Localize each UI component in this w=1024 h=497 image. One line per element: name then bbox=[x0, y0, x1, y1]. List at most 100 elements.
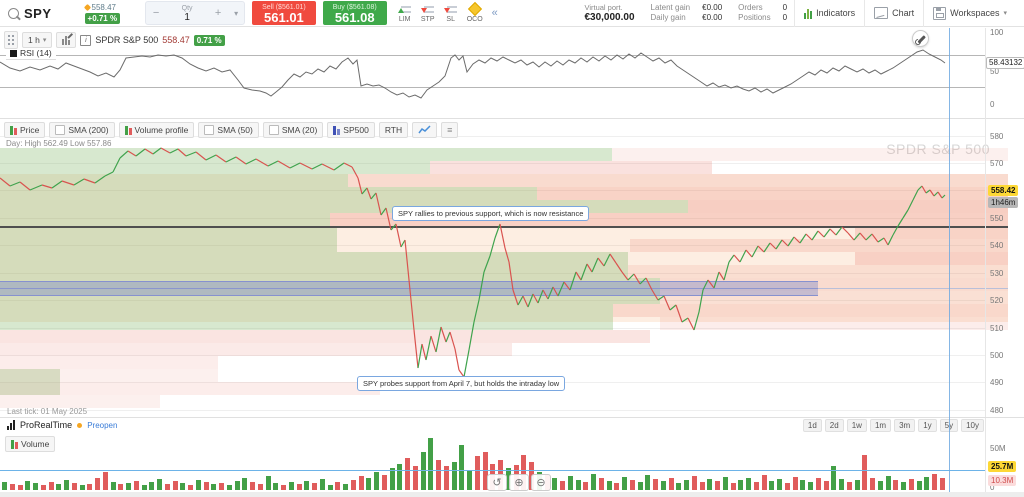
volume-bar bbox=[885, 476, 891, 490]
legend-item-sp500[interactable]: SP500 bbox=[327, 122, 375, 138]
volume-bar bbox=[296, 484, 302, 490]
collapse-panel-button[interactable]: « bbox=[491, 7, 498, 19]
order-type-stp[interactable]: STP bbox=[420, 5, 435, 23]
order-type-lim[interactable]: LIM bbox=[397, 5, 412, 23]
buy-button[interactable]: Buy ($561.08) 561.08 bbox=[322, 1, 387, 25]
legend-item-label: RTH bbox=[384, 125, 403, 135]
volume-bar bbox=[79, 485, 85, 490]
timeframe-button-5y[interactable]: 5y bbox=[939, 419, 959, 432]
order-type-oco[interactable]: OCO bbox=[467, 1, 483, 23]
legend-item-zigzag-button[interactable] bbox=[412, 122, 438, 138]
price-axis-label: 510 bbox=[990, 324, 1004, 333]
order-stp-icon bbox=[420, 5, 435, 15]
session-dot-icon bbox=[83, 3, 91, 12]
volume-bar bbox=[753, 482, 759, 490]
timeframe-button-1m[interactable]: 1m bbox=[869, 419, 892, 432]
volume-indicator-label[interactable]: Volume bbox=[5, 436, 56, 452]
info-icon[interactable]: i bbox=[80, 34, 92, 46]
pane-separator[interactable] bbox=[0, 417, 1024, 418]
timeframe-button-1w[interactable]: 1w bbox=[846, 419, 867, 432]
qty-value-block: Qty 1 bbox=[170, 4, 204, 23]
volume-profile-bar-green bbox=[0, 265, 628, 278]
volume-bar bbox=[831, 466, 837, 490]
volume-color-icon bbox=[11, 439, 18, 449]
pane-separator[interactable] bbox=[0, 118, 1024, 119]
instrument-name: SPDR S&P 500 bbox=[95, 35, 159, 45]
volume-profile-bar-green bbox=[0, 252, 628, 265]
candle-color-icon bbox=[124, 125, 132, 135]
volume-profile-bar-green bbox=[0, 148, 612, 161]
volume-bar bbox=[932, 474, 937, 490]
timeframe-button-2d[interactable]: 2d bbox=[824, 419, 844, 432]
quantity-stepper[interactable]: − Qty 1 + ▾ bbox=[145, 1, 246, 25]
volume-bar bbox=[552, 478, 558, 490]
order-type-label: SL bbox=[446, 16, 455, 23]
orders-positions-stat: Orders 0 Positions 0 bbox=[738, 3, 787, 23]
price-axis-label: 580 bbox=[990, 132, 1004, 141]
volume-label-text: Volume bbox=[21, 439, 50, 449]
support-zone-midline bbox=[0, 288, 818, 289]
legend-item-sma-200[interactable]: SMA (200) bbox=[49, 122, 115, 138]
volume-bar bbox=[64, 480, 69, 490]
volume-bar bbox=[436, 460, 441, 490]
order-type-sl[interactable]: SL bbox=[443, 5, 458, 23]
legend-item-sma-20[interactable]: SMA (20) bbox=[262, 122, 324, 138]
timeframe-button-1y[interactable]: 1y bbox=[918, 419, 937, 432]
volume-bar bbox=[40, 485, 46, 490]
reset-zoom-button[interactable]: ↺ bbox=[487, 474, 507, 491]
timeframe-button-1d[interactable]: 1d bbox=[802, 419, 822, 432]
volume-profile-bar-green bbox=[0, 291, 660, 304]
price-axis-label: 550 bbox=[990, 214, 1004, 223]
volume-bar bbox=[188, 485, 193, 490]
chart-type-button[interactable] bbox=[56, 32, 77, 48]
volume-profile-bar-red bbox=[0, 356, 218, 369]
qty-minus-button[interactable]: − bbox=[150, 7, 162, 19]
volume-bar bbox=[304, 481, 310, 490]
timeframe-select[interactable]: 1 h ▾ bbox=[22, 32, 53, 48]
checkbox-icon[interactable] bbox=[55, 125, 66, 135]
timeframe-button-10y[interactable]: 10y bbox=[961, 419, 984, 432]
qty-dropdown-button[interactable]: ▾ bbox=[234, 8, 239, 18]
daily-gain-label: Daily gain bbox=[650, 13, 686, 22]
session-label[interactable]: Preopen bbox=[87, 420, 118, 430]
checkbox-icon[interactable] bbox=[268, 125, 279, 135]
wrench-settings-button[interactable] bbox=[912, 30, 929, 47]
chart-button[interactable]: Chart bbox=[864, 0, 923, 27]
orders-label: Orders bbox=[738, 3, 763, 12]
session-status-icon bbox=[77, 422, 83, 428]
volume-bar bbox=[33, 483, 38, 490]
legend-item-list-button[interactable]: ≡ bbox=[441, 122, 459, 138]
volume-bar bbox=[482, 452, 488, 490]
volume-profile-bar-red bbox=[0, 343, 512, 356]
drag-handle[interactable] bbox=[4, 31, 18, 49]
volume-profile-bar-green bbox=[0, 174, 348, 187]
annotation-support[interactable]: SPY probes support from April 7, but hol… bbox=[357, 376, 566, 391]
zoom-in-button[interactable]: ⊕ bbox=[509, 474, 529, 491]
volume-bar bbox=[839, 479, 844, 490]
volume-profile-bar-red bbox=[348, 174, 1008, 187]
legend-item-rth[interactable]: RTH bbox=[378, 122, 409, 138]
timeframe-button-3m[interactable]: 3m bbox=[894, 419, 916, 432]
symbol-search[interactable]: SPY bbox=[8, 6, 52, 21]
volume-bar bbox=[17, 485, 23, 490]
checkbox-icon[interactable] bbox=[204, 125, 215, 135]
proreal-time-logo-icon bbox=[7, 420, 15, 430]
volume-bar bbox=[335, 482, 341, 490]
zoom-out-button[interactable]: ⊖ bbox=[531, 474, 551, 491]
orders-value: 0 bbox=[782, 3, 788, 12]
legend-item-price[interactable]: Price bbox=[4, 122, 46, 138]
workspaces-button[interactable]: Workspaces ▾ bbox=[923, 0, 1016, 27]
qty-plus-button[interactable]: + bbox=[212, 7, 224, 19]
volume-bar bbox=[676, 483, 682, 490]
sell-button[interactable]: Sell ($561.01) 561.01 bbox=[252, 1, 316, 25]
volume-bar bbox=[141, 485, 147, 490]
legend-item-volume-profile[interactable]: Volume profile bbox=[118, 122, 195, 138]
indicators-button[interactable]: Indicators bbox=[794, 0, 864, 27]
legend-item-sma-50[interactable]: SMA (50) bbox=[198, 122, 259, 138]
average-volume-line bbox=[0, 470, 985, 471]
volume-bar bbox=[715, 481, 720, 490]
annotation-resistance[interactable]: SPY rallies to previous support, which i… bbox=[392, 206, 590, 221]
indicators-label: Indicators bbox=[816, 8, 856, 18]
volume-bar bbox=[420, 452, 426, 490]
